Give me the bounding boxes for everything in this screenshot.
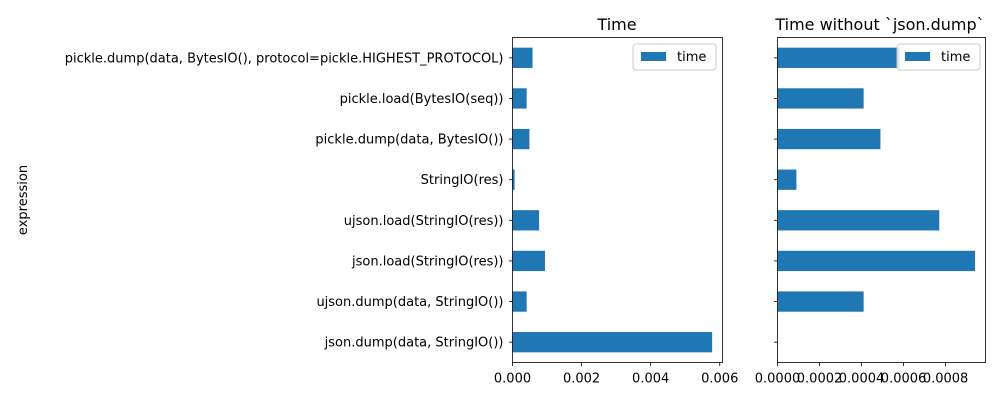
y-ticks-time-without-json-dump [774, 57, 778, 343]
bar [777, 291, 864, 312]
bar [512, 128, 530, 150]
bar [777, 128, 881, 150]
y-tick-label: pickle.dump(data, BytesIO(), protocol=pi… [65, 51, 504, 66]
x-tick-label: 0.0004 [839, 372, 885, 387]
y-tick-label: ujson.load(StringIO(res)) [344, 214, 504, 229]
legend-label: time [941, 50, 970, 65]
x-tick-label: 0.004 [632, 372, 669, 387]
x-tick-label: 0.0000 [755, 372, 801, 387]
bar [777, 250, 975, 272]
plot-frame-time [512, 37, 723, 363]
legend-box [632, 43, 717, 71]
y-tick-label: pickle.dump(data, BytesIO()) [315, 133, 503, 148]
bar [512, 210, 540, 231]
chart-title-time-without-json-dump: Time without `json.dump` [774, 15, 984, 34]
legend-time: time [632, 43, 717, 71]
chart-time: Time expression pickle.dump(data, BytesI… [16, 15, 738, 387]
legend-label: time [677, 50, 706, 65]
x-tick-label: 0.0002 [797, 372, 843, 387]
bar [777, 88, 864, 109]
plot-frame-time-without-json-dump [777, 37, 986, 363]
legend-swatch [641, 52, 666, 61]
y-tick-label: json.dump(data, StringIO()) [324, 336, 504, 351]
y-tick-label: ujson.dump(data, StringIO()) [316, 295, 503, 310]
bars-time [512, 47, 713, 353]
x-tick-label: 0.002 [563, 372, 600, 387]
legend-time-without-json-dump: time [896, 43, 981, 71]
x-tick-label: 0.006 [701, 372, 738, 387]
y-ticks-time: pickle.dump(data, BytesIO(), protocol=pi… [65, 51, 513, 351]
bar [512, 291, 527, 312]
bar [512, 88, 527, 109]
x-tick-label: 0.0008 [923, 372, 969, 387]
x-tick-label: 0.000 [494, 372, 531, 387]
bar [512, 169, 515, 190]
y-tick-label: StringIO(res) [421, 173, 504, 188]
y-axis-label: expression [16, 165, 31, 235]
y-tick-label: pickle.load(BytesIO(seq)) [340, 92, 504, 107]
legend-swatch [905, 52, 930, 61]
chart-title-time: Time [596, 15, 636, 34]
bar [512, 332, 713, 353]
bar [512, 250, 545, 272]
bar [777, 47, 900, 68]
chart-time-without-json-dump: Time without `json.dump` 0.00000.00020.0… [755, 15, 986, 387]
bar [512, 47, 533, 68]
bars-time-without-json-dump [777, 47, 975, 312]
x-tick-label: 0.0006 [881, 372, 927, 387]
legend-box [896, 43, 981, 71]
bar [777, 169, 797, 190]
bar [777, 210, 940, 231]
x-ticks-time: 0.000 0.002 0.004 0.006 [494, 362, 738, 387]
y-tick-label: json.load(StringIO(res)) [351, 254, 503, 269]
